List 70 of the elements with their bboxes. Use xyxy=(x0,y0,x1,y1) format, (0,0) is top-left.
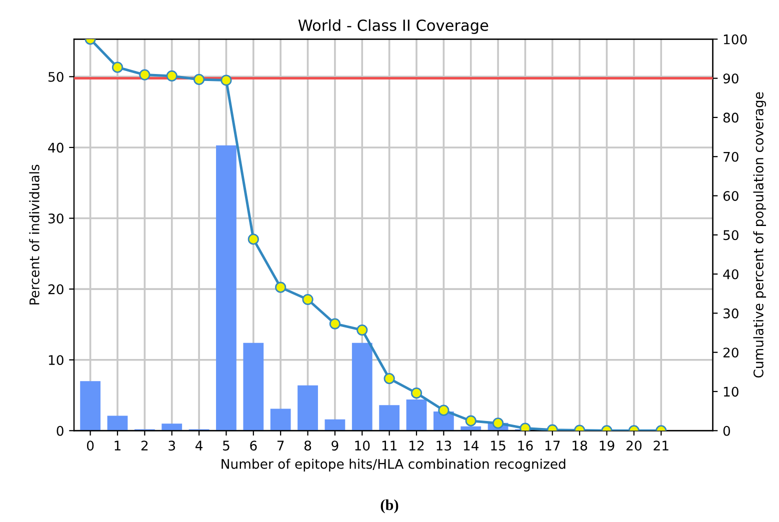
point xyxy=(248,234,259,245)
y2-axis-title: Cumulative percent of population coverage xyxy=(753,92,766,378)
bar xyxy=(80,381,101,431)
x-tick-label: 20 xyxy=(626,440,642,451)
point xyxy=(112,62,124,73)
point xyxy=(193,74,205,86)
x-tick-label: 16 xyxy=(518,440,533,451)
x-tick-label: 1 xyxy=(114,440,120,450)
point xyxy=(302,294,314,306)
point xyxy=(220,74,232,86)
y2-tick-label: 30 xyxy=(724,308,738,318)
bar xyxy=(107,416,128,431)
text: (b) xyxy=(380,499,398,514)
x-axis-title: Number of epitope hits/HLA combination recognized xyxy=(222,458,566,472)
point xyxy=(356,324,368,336)
x-tick-label: 12 xyxy=(410,440,424,450)
x-tick-label: 7 xyxy=(277,440,284,450)
y-tick-label: 10 xyxy=(48,355,64,366)
y-tick-label: 20 xyxy=(48,284,64,294)
x-tick-label: 21 xyxy=(654,440,668,450)
y-axis-title: Percent of individuals xyxy=(29,164,40,304)
y2-tick-label: 60 xyxy=(723,190,738,201)
x-tick-label: 15 xyxy=(491,440,506,451)
point xyxy=(275,282,286,293)
point xyxy=(465,415,476,426)
bar xyxy=(324,419,346,431)
x-tick-label: 19 xyxy=(600,440,614,451)
x-tick-label: 11 xyxy=(382,440,396,450)
x-tick-label: 10 xyxy=(355,440,370,451)
bar xyxy=(270,408,291,431)
x-tick-label: 5 xyxy=(223,440,230,451)
point xyxy=(329,318,341,330)
point xyxy=(492,418,504,429)
chart-title: World - Class II Coverage xyxy=(298,19,488,34)
bar xyxy=(216,145,236,431)
point xyxy=(166,70,178,82)
y2-tick-label: 20 xyxy=(723,348,738,358)
bar xyxy=(352,342,372,431)
bar xyxy=(406,400,427,431)
y2-tick-label: 10 xyxy=(724,386,738,397)
bar xyxy=(243,342,264,431)
y2-tick-label: 100 xyxy=(724,34,747,44)
y-tick-label: 50 xyxy=(48,72,64,82)
x-tick-label: 13 xyxy=(436,440,452,451)
x-tick-label: 9 xyxy=(332,440,338,451)
y-tick-label: 40 xyxy=(48,142,64,153)
y-tick-label: 30 xyxy=(48,213,64,224)
point xyxy=(384,373,395,384)
y2-tick-label: 90 xyxy=(723,74,738,84)
y2-tick-label: 70 xyxy=(724,152,738,162)
y2-tick-label: 0 xyxy=(723,426,730,436)
point xyxy=(438,404,450,416)
bar xyxy=(379,405,400,431)
y2-tick-label: 50 xyxy=(724,230,738,240)
x-tick-label: 0 xyxy=(86,440,94,451)
x-tick-label: 3 xyxy=(168,440,175,451)
y2-tick-label: 40 xyxy=(723,269,738,280)
point xyxy=(139,69,150,80)
x-tick-label: 8 xyxy=(304,440,312,451)
y2-tick-label: 80 xyxy=(723,112,738,123)
bar xyxy=(162,424,182,431)
x-tick-label: 6 xyxy=(250,440,257,451)
point xyxy=(410,388,422,399)
x-tick-label: 17 xyxy=(545,440,560,450)
x-tick-label: 14 xyxy=(464,440,479,450)
bar xyxy=(298,385,318,431)
x-tick-label: 18 xyxy=(572,440,588,451)
x-tick-label: 4 xyxy=(195,440,202,450)
x-tick-label: 2 xyxy=(141,440,148,450)
y-tick-label: 0 xyxy=(56,426,64,436)
